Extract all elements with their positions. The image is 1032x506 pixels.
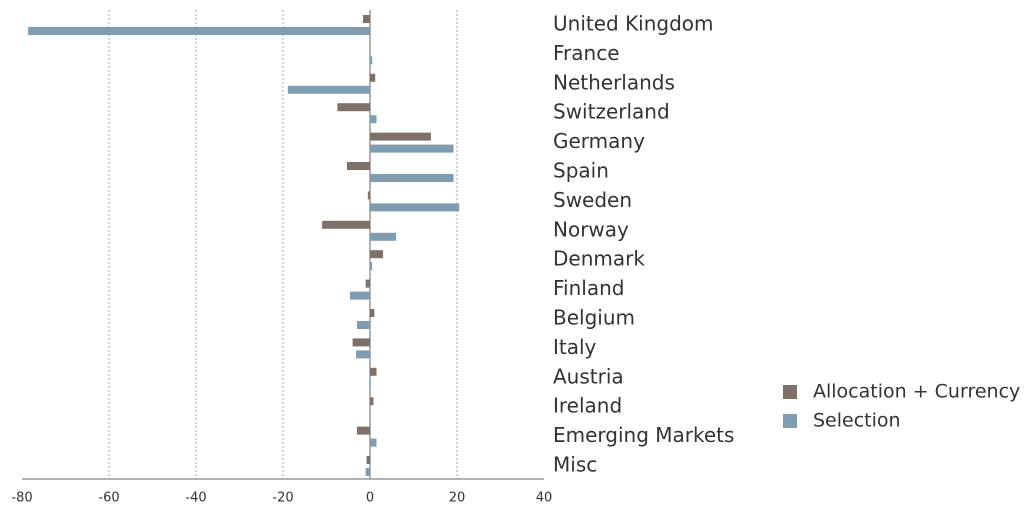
bar [365, 468, 370, 476]
bar [370, 367, 377, 376]
bar [356, 321, 370, 329]
bar [346, 162, 370, 170]
x-tick-label: 0 [366, 491, 374, 506]
x-tick-label: 40 [536, 491, 553, 506]
category-label: Spain [553, 159, 609, 183]
x-tick-label: -80 [11, 491, 32, 506]
bar [370, 73, 376, 82]
bar [370, 309, 375, 317]
category-label: Denmark [553, 247, 645, 271]
bar [352, 338, 370, 347]
bar [370, 397, 374, 406]
legend-swatch [783, 385, 797, 399]
bar [367, 191, 370, 200]
bar [337, 103, 370, 112]
bar [28, 27, 371, 35]
category-label: Norway [553, 217, 629, 241]
category-label: Finland [553, 276, 624, 300]
bar [370, 56, 373, 65]
bar [356, 426, 370, 435]
legend-label: Allocation + Currency [813, 381, 1020, 403]
category-label: Misc [553, 453, 597, 477]
category-label: Emerging Markets [553, 423, 734, 447]
x-tick-label: 20 [449, 491, 466, 506]
category-label: Switzerland [553, 100, 670, 124]
bar [363, 15, 370, 23]
x-tick-label: -20 [272, 491, 293, 506]
bar [287, 85, 370, 94]
bar [370, 379, 371, 388]
bar [370, 132, 431, 141]
category-label: Belgium [553, 306, 635, 330]
legend-label: Selection [813, 410, 901, 432]
bar [370, 144, 454, 153]
category-label: Italy [553, 335, 597, 359]
bar [370, 250, 384, 259]
x-tick-label: -40 [185, 491, 206, 506]
bar [370, 438, 377, 447]
category-label: Germany [553, 129, 645, 153]
bar [370, 232, 397, 241]
category-label: Austria [553, 364, 624, 388]
category-label: France [553, 41, 620, 65]
legend-swatch [783, 414, 797, 428]
bar [356, 350, 370, 359]
bar [349, 291, 370, 300]
bar [365, 279, 370, 288]
bar [370, 203, 460, 212]
category-label: Netherlands [553, 70, 675, 94]
bar [370, 174, 454, 182]
category-label: Ireland [553, 394, 622, 418]
category-label: United Kingdom [553, 12, 714, 36]
bar [370, 262, 373, 271]
category-label: Sweden [553, 188, 632, 212]
bar [370, 115, 377, 124]
bar [322, 220, 370, 229]
x-tick-label: -60 [98, 491, 119, 506]
bar [366, 456, 370, 464]
